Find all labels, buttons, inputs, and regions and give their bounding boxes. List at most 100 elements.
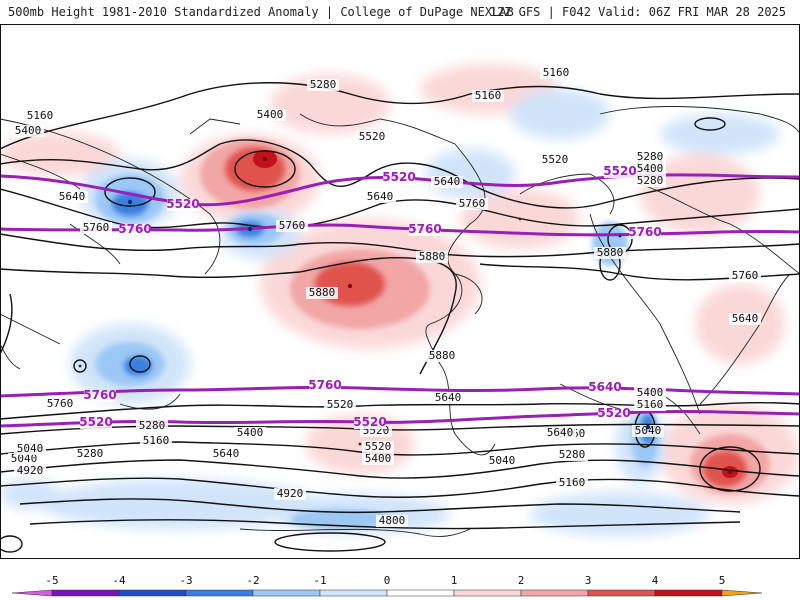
contour-label: 5160 — [543, 66, 570, 79]
contour-label: 5280 — [637, 150, 664, 163]
anomaly-center-marker — [78, 364, 82, 368]
highlight-contour-label-bg — [409, 224, 441, 236]
colorbar-tick-label: 1 — [451, 574, 458, 587]
anomaly-map: 5280516054005160516054005520564057605640… — [0, 24, 800, 559]
contour-label-bg — [634, 175, 666, 187]
colorbar-tick-label: -4 — [112, 574, 126, 587]
colorbar-swatches — [11, 589, 763, 597]
contour-label-bg — [426, 350, 458, 362]
contour-label: 5640 — [59, 190, 86, 203]
contour-label: 5400 — [257, 108, 284, 121]
colorbar-ticks: -5 -4 -3 -2 -1 0 1 2 3 4 5 — [45, 574, 725, 587]
anomaly-center-marker — [247, 226, 253, 232]
contour-label-bg — [324, 399, 356, 411]
contour-label-bg — [306, 287, 338, 299]
contour-label-bg — [432, 392, 464, 404]
contour-label-bg — [12, 125, 44, 137]
contour-label-bg — [729, 270, 761, 282]
contour-label-bg — [729, 313, 761, 325]
anomaly-center-marker — [518, 217, 522, 221]
anomaly-center-marker — [262, 156, 268, 162]
highlight-contour-label: 5520 — [353, 415, 386, 429]
contour-label-bg — [136, 420, 168, 432]
contour-label-bg — [210, 448, 242, 460]
contour-label: 5160 — [559, 476, 586, 489]
contour-label: 5520 — [327, 398, 354, 411]
contour-label: 5760 — [459, 197, 486, 210]
highlight-contour-label-bg — [119, 224, 151, 236]
contour-label: 5040 — [489, 454, 516, 467]
highlight-contour-label-bg — [80, 417, 112, 429]
highlight-contour-label-bg — [167, 199, 199, 211]
contour-label: 5160 — [27, 109, 54, 122]
contour-label-bg — [74, 448, 106, 460]
colorbar-tick-label: 3 — [585, 574, 592, 587]
contour-label-bg — [362, 441, 394, 453]
contour-label-bg — [634, 151, 666, 163]
contour-label: 5280 — [637, 174, 664, 187]
contour-label-bg — [594, 247, 626, 259]
colorbar-swatch — [51, 589, 120, 597]
colorbar-tick-label: -1 — [313, 574, 326, 587]
contour-label-bg — [416, 251, 448, 263]
highlight-contour-label: 5520 — [597, 406, 630, 420]
contour-label-bg — [540, 67, 572, 79]
contour-label-bg — [431, 176, 463, 188]
contour-label: 5640 — [213, 447, 240, 460]
colorbar-swatch — [185, 589, 254, 597]
colorbar-swatch — [118, 589, 187, 597]
highlight-contour-label-bg — [383, 172, 415, 184]
anomaly-center-marker — [358, 442, 362, 446]
contour-label: 5400 — [637, 162, 664, 175]
highlight-contour-label-bg — [604, 166, 636, 178]
contour-label: 5640 — [732, 312, 759, 325]
contour-label: 5520 — [542, 153, 569, 166]
contour-label-bg — [254, 109, 286, 121]
contour-label: 5400 — [15, 124, 42, 137]
contour-label: 5160 — [637, 398, 664, 411]
colorbar-swatch — [587, 589, 656, 597]
contour-label-bg — [556, 449, 588, 461]
colorbar-swatch — [252, 589, 321, 597]
contour-label: 5880 — [309, 286, 336, 299]
contour-label: 5520 — [365, 440, 392, 453]
contour-label-bg — [456, 198, 488, 210]
contour-label: 5280 — [77, 447, 104, 460]
contour-label: 5400 — [637, 386, 664, 399]
highlight-contour-label-bg — [309, 380, 341, 392]
anomaly-center-marker — [618, 234, 622, 238]
contour-label: 5280 — [559, 448, 586, 461]
contour-label-bg — [8, 453, 40, 465]
highlight-contour-label-bg — [589, 382, 621, 394]
highlight-labels: 5520 5520 5760 5760 5520 5760 5760 5760 5640 5520… — [79, 164, 662, 429]
contour-label-bg — [634, 163, 666, 175]
highlight-contour-label-bg — [354, 417, 386, 429]
colorbar-swatch — [386, 589, 455, 597]
contour-label: 5880 — [597, 246, 624, 259]
contour-label: 5280 — [310, 78, 337, 91]
highlight-contour-label-bg — [598, 408, 630, 420]
highlight-contour-label: 5760 — [408, 222, 441, 236]
highlight-contour-label: 5760 — [83, 388, 116, 402]
map-title: 500mb Height 1981-2010 Standardized Anom… — [8, 5, 514, 19]
highlight-contour-label-bg — [84, 390, 116, 402]
contour-label-bg — [80, 222, 112, 234]
contour-label: 5040 — [17, 442, 44, 455]
contour-labels: 5280516054005160516054005520564057605640… — [8, 66, 761, 527]
contour-label: 5760 — [83, 221, 110, 234]
highlight-contour-label: 5640 — [588, 380, 621, 394]
colorbar-right-arrow — [721, 589, 763, 597]
contour-label-bg — [362, 453, 394, 465]
highlight-contour-label: 5760 — [628, 225, 661, 239]
colorbar-swatch — [520, 589, 589, 597]
highlight-contour-label: 5760 — [118, 222, 151, 236]
contour-label: 5040 — [11, 452, 38, 465]
contour-label-bg — [632, 425, 664, 437]
contour-label-bg — [539, 154, 571, 166]
contour-label: 5520 — [359, 130, 386, 143]
anomaly-center-marker — [727, 469, 733, 475]
contour-label-bg — [307, 79, 339, 91]
contour-label: 4920 — [277, 487, 304, 500]
contour-label: 5400 — [237, 426, 264, 439]
contour-label: 5760 — [279, 219, 306, 232]
